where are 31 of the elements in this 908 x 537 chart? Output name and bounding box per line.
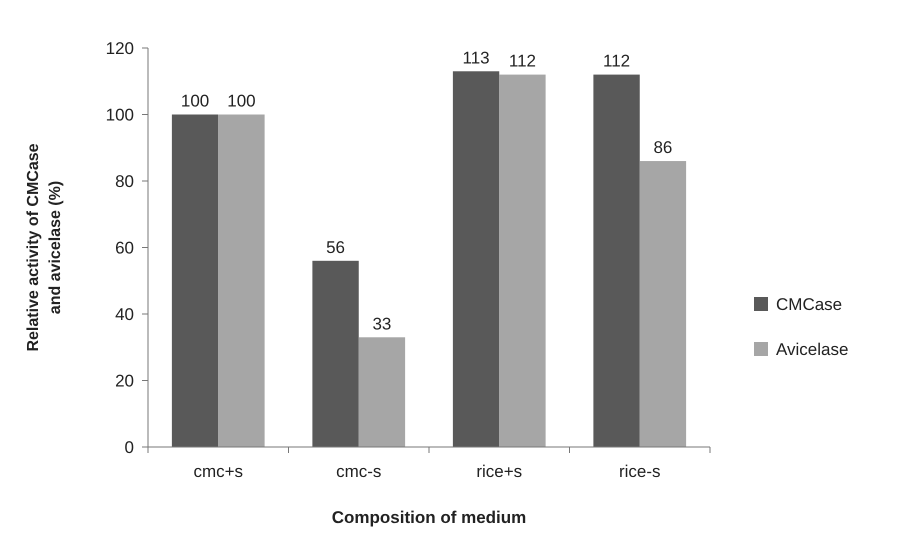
bar: [172, 114, 218, 447]
data-label: 56: [326, 238, 346, 257]
bar: [499, 74, 546, 447]
x-tick-label: rice-s: [618, 462, 661, 481]
y-tick-label: 120: [106, 38, 134, 58]
y-tick-label: 100: [106, 105, 134, 124]
y-tick-label: 80: [115, 172, 134, 191]
bar: [312, 260, 359, 447]
y-tick-label: 60: [115, 238, 134, 258]
data-label: 112: [508, 52, 536, 71]
x-tick-label: cmc+s: [193, 462, 244, 481]
y-tick-label: 20: [115, 371, 134, 390]
data-label: 113: [462, 48, 490, 68]
data-label: 33: [372, 314, 392, 334]
data-label: 100: [180, 92, 210, 110]
bar: [358, 337, 406, 447]
bar: [452, 71, 500, 447]
x-tick-label: rice+s: [476, 462, 522, 481]
bar: [218, 114, 265, 447]
y-tick-label: 0: [124, 438, 134, 457]
x-tick-label: cmc-s: [336, 462, 382, 481]
x-axis-title: Composition of medium: [332, 508, 526, 527]
data-label: 100: [227, 92, 256, 110]
bar: [640, 161, 686, 447]
legend-label: Avicelase: [776, 340, 848, 359]
y-axis-title: Relative activity of CMCase and avicelase (%): [25, 143, 64, 352]
legend-label: CMCase: [776, 294, 842, 314]
bar: [593, 74, 640, 447]
data-label: 86: [653, 138, 672, 158]
data-label: 112: [603, 52, 630, 71]
y-tick-label: 40: [115, 304, 134, 324]
